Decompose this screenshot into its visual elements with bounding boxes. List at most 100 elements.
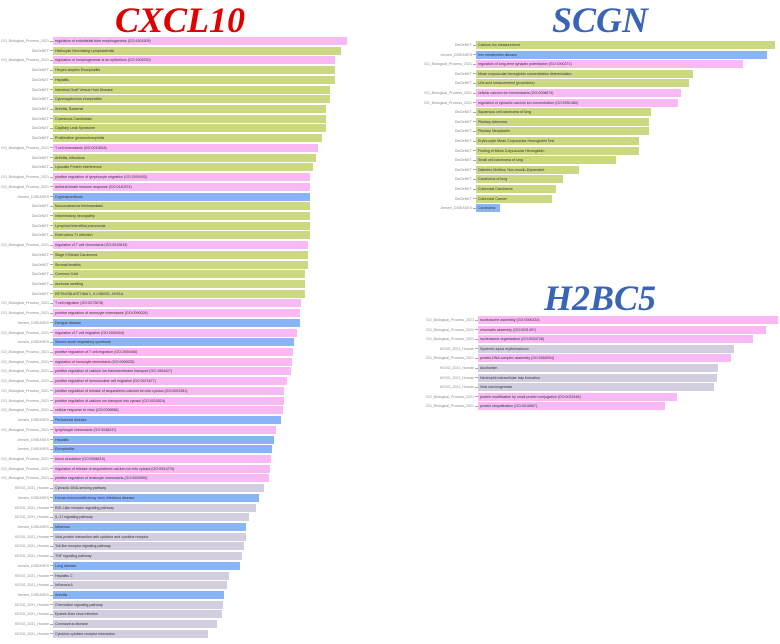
axis-tick bbox=[50, 322, 53, 323]
bar-row: DisGeNET Lipocalin Protein Interference bbox=[0, 163, 360, 172]
bar: nucleosome organization (GO:0034728) bbox=[478, 335, 753, 344]
term-label: Alcoholism bbox=[480, 366, 498, 370]
library-label: GO_Biological_Process_2021 bbox=[1, 184, 49, 189]
axis-tick bbox=[50, 370, 53, 372]
library-label: KEGG_2021_Human bbox=[440, 385, 474, 390]
term-label: Carcinoma bbox=[478, 206, 496, 211]
term-label: protein ubiquitination (GO:0016567) bbox=[480, 404, 538, 409]
library-label: KEGG_2021_Human bbox=[15, 573, 49, 578]
bar-row: Jensen_DISEASES Human immunodeficiency vi… bbox=[0, 493, 360, 502]
term-label: Lipocalin Protein Interference bbox=[55, 165, 102, 170]
library-label: KEGG_2021_Human bbox=[15, 534, 49, 539]
axis-tick bbox=[50, 400, 53, 401]
bar-row: DisGeNET Inflammatory neuropathy bbox=[0, 211, 360, 220]
axis-tick bbox=[50, 448, 53, 450]
axis-tick bbox=[50, 536, 53, 537]
axis-tick bbox=[475, 405, 478, 407]
bar: T cell chemotaxis (GO:0010818) bbox=[53, 143, 319, 152]
bar: Arthritis, Bacterial bbox=[53, 105, 326, 114]
bar: positive regulation of calcium ion trans… bbox=[53, 367, 291, 376]
axis-tick bbox=[50, 419, 53, 421]
bar: antiviral innate immune response (GO:014… bbox=[53, 182, 311, 191]
bar-row: GO_Biological_Process_2021 regulation of … bbox=[0, 328, 360, 337]
axis-tick bbox=[50, 196, 53, 197]
bar-row: DisGeNET Small cell carcinoma of lung bbox=[420, 156, 780, 165]
library-label: KEGG_2021_Human bbox=[15, 554, 49, 559]
axis-tick bbox=[50, 147, 53, 148]
library-label: DisGeNET bbox=[31, 233, 49, 238]
term-label: Colorectal Cancer bbox=[478, 196, 507, 201]
axis-tick bbox=[50, 234, 53, 236]
term-label: Carcinoma of lung bbox=[478, 177, 508, 182]
bar-row: GO_Biological_Process_2021 regulation of … bbox=[0, 241, 360, 250]
bar: Stage 0 Breast Carcinoma bbox=[53, 250, 308, 259]
bar: Hepatitis C bbox=[53, 571, 230, 580]
bar: Iron metabolism disease bbox=[476, 50, 767, 59]
bar-row: KEGG_2021_Human Neutrophil extracellular … bbox=[420, 373, 780, 382]
library-label: DisGeNET bbox=[454, 158, 472, 163]
library-label: GO_Biological_Process_2021 bbox=[1, 175, 49, 180]
bar: Viral protein interaction with cytokine … bbox=[53, 532, 247, 541]
library-label: DisGeNET bbox=[454, 129, 472, 134]
axis-tick bbox=[50, 283, 53, 285]
bar: TNF signaling pathway bbox=[53, 552, 243, 561]
bar: Common Cold bbox=[53, 270, 305, 279]
bar: positive regulation of T cell migration … bbox=[53, 348, 294, 357]
axis-tick bbox=[473, 198, 476, 199]
bar: Severe acute respiratory syndrome bbox=[53, 338, 295, 347]
axis-tick bbox=[50, 633, 53, 634]
library-label: GO_Biological_Process_2021 bbox=[426, 356, 474, 361]
library-label: DisGeNET bbox=[31, 213, 49, 218]
bar: Auricular swelling bbox=[53, 280, 305, 288]
bar-row: KEGG_2021_Human Viral carcinogenesis bbox=[420, 383, 780, 392]
bar-row: KEGG_2021_Human TNF signaling pathway bbox=[0, 552, 360, 561]
bar-row: KEGG_2021_Human RIG-I-like receptor signa… bbox=[0, 503, 360, 512]
term-label: Arthritis bbox=[55, 593, 68, 598]
bar-row: DisGeNET Colorectal Carcinoma bbox=[420, 185, 780, 193]
library-label: GO_Biological_Process_2021 bbox=[1, 39, 49, 43]
bar-row: KEGG_2021_Human Viral protein interaction… bbox=[0, 532, 360, 541]
term-label: chromatin assembly (GO:0031497) bbox=[480, 327, 536, 332]
bar-row: KEGG_2021_Human Systemic lupus erythemato… bbox=[420, 344, 780, 353]
bar: Stromal keratitis bbox=[53, 260, 308, 269]
bar-row: DisGeNET Uric acid measurement (procedure… bbox=[420, 79, 780, 88]
bar: cellular calcium ion homeostasis (GO:000… bbox=[476, 89, 681, 97]
axis-tick bbox=[50, 215, 53, 217]
bar-row: DisGeNET Capillary Leak Syndrome bbox=[0, 124, 360, 133]
bar: Chemokine signaling pathway bbox=[53, 600, 224, 609]
axis-tick bbox=[50, 176, 53, 178]
bar: nucleosome assembly (GO:0006334) bbox=[478, 316, 778, 324]
bar: regulation of release of sequestered cal… bbox=[53, 464, 271, 473]
bar: regulation of T cell migration (GO:20004… bbox=[53, 328, 298, 337]
bar-row: DisGeNET Auricular swelling bbox=[0, 280, 360, 288]
library-label: Jensen_DISEASES bbox=[17, 418, 49, 423]
term-label: Auricular swelling bbox=[55, 282, 83, 286]
term-label: Intestinal Graft Versus Host Disease bbox=[55, 87, 113, 92]
bar: regulation of T cell chemotaxis (GO:0010… bbox=[53, 241, 308, 250]
bar: Human immunodeficiency virus infectious … bbox=[53, 493, 260, 502]
bar: Influenza A bbox=[53, 581, 227, 590]
bar-row: GO_Biological_Process_2021 positive regul… bbox=[0, 396, 360, 405]
bar-row: GO_Biological_Process_2021 antiviral inna… bbox=[0, 182, 360, 191]
library-label: DisGeNET bbox=[454, 110, 472, 115]
axis-tick bbox=[473, 121, 476, 122]
bar: Uric acid measurement (procedure) bbox=[476, 79, 689, 88]
bar: Small cell carcinoma of lung bbox=[476, 156, 616, 165]
library-label: GO_Biological_Process_2021 bbox=[426, 318, 474, 322]
axis-tick bbox=[50, 623, 53, 625]
bar: RIG-I-like receptor signaling pathway bbox=[53, 503, 257, 512]
bar: Enterovirus 71 infection bbox=[53, 231, 311, 240]
bar-row: Jensen_DISEASES Carcinoma bbox=[420, 204, 780, 213]
axis-tick bbox=[50, 341, 53, 343]
bar-row: DisGeNET Herpes simplex Encephalitis bbox=[0, 66, 360, 75]
library-label: GO_Biological_Process_2021 bbox=[426, 404, 474, 409]
term-label: Arthritis, Infectious bbox=[55, 155, 85, 160]
library-label: KEGG_2021_Human bbox=[15, 486, 49, 491]
term-label: Mucocutaneous leishmaniasis bbox=[55, 204, 103, 209]
bar-row: KEGG_2021_Human Epstein-Barr virus infect… bbox=[0, 610, 360, 619]
bar-row: GO_Biological_Process_2021 positive regul… bbox=[0, 367, 360, 376]
scgn-chart: SCGN DisGeNET Calcium ion measurement Jens… bbox=[420, 0, 780, 220]
library-label: GO_Biological_Process_2021 bbox=[1, 398, 49, 403]
term-label: IL-17 signaling pathway bbox=[55, 515, 93, 520]
bar-row: KEGG_2021_Human Coronavirus disease bbox=[0, 620, 360, 629]
